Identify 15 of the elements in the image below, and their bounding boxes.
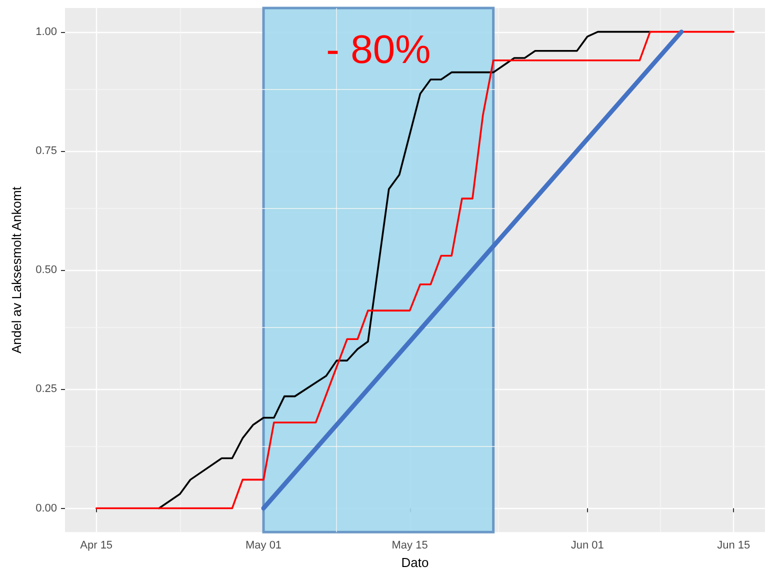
- y-tick-label: 1.00: [36, 26, 57, 38]
- y-axis-title: Andel av Laksesmolt Ankomt: [9, 186, 24, 354]
- y-tick-label: 0.50: [36, 264, 57, 276]
- x-tick-label: Apr 15: [80, 540, 113, 552]
- x-tick-label: May 15: [392, 540, 428, 552]
- y-tick-label: 0.75: [36, 144, 57, 157]
- line-series: [158, 30, 651, 510]
- annotation: - 80%: [326, 28, 431, 72]
- x-tick-label: Jun 15: [717, 540, 750, 552]
- x-tick-label: May 01: [245, 540, 282, 552]
- y-tick-label: 0.00: [36, 502, 57, 514]
- y-tick-label: 0.25: [36, 383, 57, 396]
- line-series: [95, 30, 735, 510]
- x-axis-title: Dato: [401, 555, 429, 570]
- x-tick-label: Jun 01: [570, 540, 604, 552]
